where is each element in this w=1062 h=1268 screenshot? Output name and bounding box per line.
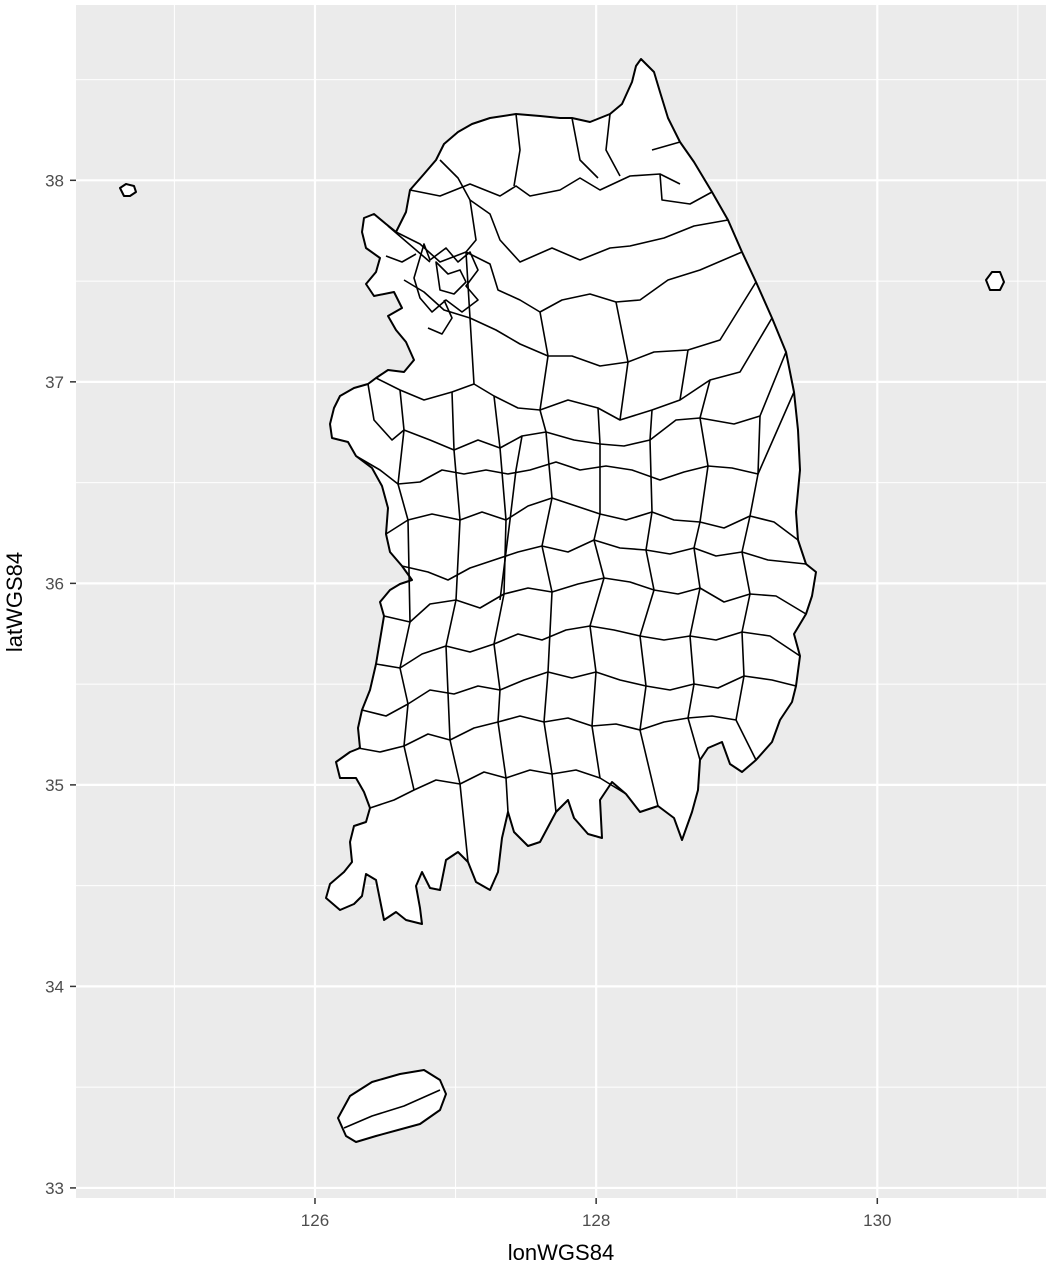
jeju-island — [337, 1069, 447, 1143]
y-tick-label-0: 33 — [45, 1179, 64, 1198]
x-tick-label-0: 126 — [301, 1211, 329, 1230]
south-korea-districts-map — [325, 58, 817, 925]
y-tick-label-4: 37 — [45, 373, 64, 392]
y-tick-label-1: 34 — [45, 977, 64, 996]
axis-ticks — [70, 179, 879, 1204]
x-axis-title: lonWGS84 — [508, 1240, 614, 1265]
baengnyeong-island — [119, 183, 137, 197]
y-tick-label-3: 36 — [45, 574, 64, 593]
axis-tick-labels: 126 128 130 33 34 35 36 37 38 — [45, 171, 891, 1230]
jeju-island-outline — [337, 1069, 447, 1143]
district-boundaries — [355, 113, 807, 863]
y-tick-label-5: 38 — [45, 171, 64, 190]
x-tick-label-1: 128 — [582, 1211, 610, 1230]
y-tick-label-2: 35 — [45, 776, 64, 795]
x-tick-label-2: 130 — [863, 1211, 891, 1230]
ulleung-island — [985, 271, 1005, 291]
y-axis-title: latWGS84 — [2, 552, 27, 652]
